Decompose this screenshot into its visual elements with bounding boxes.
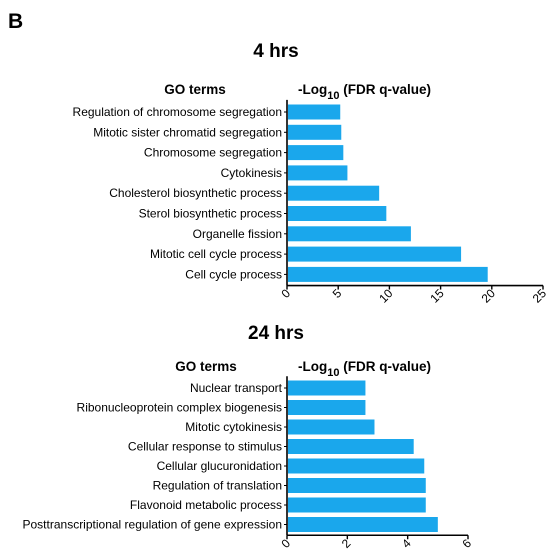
bar — [288, 226, 411, 242]
bar — [288, 517, 438, 532]
category-label: Cellular response to stimulus — [128, 440, 282, 454]
bar — [288, 419, 375, 435]
bar — [288, 145, 344, 161]
category-label: Ribonucleoprotein complex biogenesis — [77, 401, 282, 415]
value-header-subscript: 10 — [327, 90, 339, 102]
category-label: Mitotic cell cycle process — [150, 247, 282, 261]
bar — [288, 478, 426, 493]
category-label: Cell cycle process — [185, 267, 282, 281]
bar — [288, 246, 462, 262]
category-label: Flavonoid metabolic process — [130, 498, 282, 512]
x-tick-label: 20 — [479, 286, 499, 306]
x-tick-label: 4 — [399, 536, 414, 551]
value-header-prefix: -Log — [298, 359, 327, 374]
x-tick-label: 0 — [278, 286, 293, 301]
category-label: Regulation of translation — [153, 479, 282, 493]
chart-title: 24 hrs — [248, 323, 304, 344]
category-label: Mitotic cytokinesis — [185, 420, 282, 434]
value-header-prefix: -Log — [298, 82, 327, 97]
x-tick-label: 2 — [339, 536, 354, 551]
category-header: GO terms — [164, 82, 226, 97]
category-label: Nuclear transport — [190, 381, 283, 395]
bar — [288, 206, 387, 221]
bar — [288, 185, 380, 201]
x-tick-label: 5 — [330, 286, 345, 301]
category-label: Cytokinesis — [221, 166, 282, 180]
x-tick-label: 25 — [530, 286, 550, 306]
x-tick-label: 10 — [376, 286, 396, 306]
x-tick-label: 15 — [427, 286, 447, 306]
bar — [288, 497, 426, 513]
category-label: Regulation of chromosome segregation — [73, 105, 282, 119]
category-label: Cholesterol biosynthetic process — [109, 186, 282, 200]
x-tick-label: 0 — [278, 536, 293, 551]
bar — [288, 439, 414, 454]
bar — [288, 458, 425, 474]
category-label: Mitotic sister chromatid segregation — [93, 125, 282, 139]
category-label: Organelle fission — [193, 227, 282, 241]
category-label: Sterol biosynthetic process — [139, 207, 282, 221]
bar — [288, 266, 488, 282]
value-header-subscript: 10 — [327, 367, 339, 379]
bar — [288, 165, 348, 181]
category-label: Cellular glucuronidation — [157, 459, 282, 473]
value-header: -Log10 (FDR q-value) — [298, 82, 431, 102]
value-header-suffix: (FDR q-value) — [340, 82, 432, 97]
category-label: Posttranscriptional regulation of gene e… — [23, 518, 283, 532]
bar — [288, 380, 366, 396]
chart-24hrs: 24 hrs GO terms -Log10 (FDR q-value) Nuclea… — [23, 323, 475, 551]
bar — [288, 104, 341, 120]
category-label: Chromosome segregation — [144, 146, 282, 160]
chart-title: 4 hrs — [253, 41, 298, 62]
bar — [288, 124, 342, 140]
x-tick-label: 6 — [459, 536, 474, 551]
value-header: -Log10 (FDR q-value) — [298, 359, 431, 379]
bar — [288, 400, 366, 415]
category-header: GO terms — [175, 359, 237, 374]
panel-label: B — [8, 10, 23, 33]
value-header-suffix: (FDR q-value) — [340, 359, 432, 374]
